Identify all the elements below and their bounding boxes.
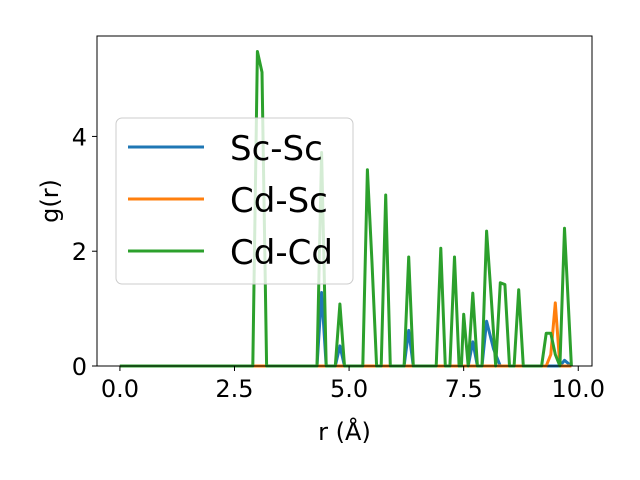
series-line-sc-sc: [119, 291, 573, 368]
x-tick-label: 5.0: [330, 375, 368, 403]
legend-label-cd-cd: Cd-Cd: [230, 233, 333, 273]
legend-box: [115, 117, 354, 285]
legend: Sc-Sc Cd-Sc Cd-Cd: [115, 117, 354, 285]
x-tick-label: 10.0: [552, 375, 605, 403]
x-tick-label: 7.5: [445, 375, 483, 403]
y-axis-ticks: 0 2 4: [72, 123, 97, 381]
y-axis-label: g(r): [36, 179, 64, 223]
series-line-cd-sc: [119, 301, 572, 368]
x-tick-label: 2.5: [215, 375, 253, 403]
y-tick-label: 0: [72, 353, 87, 381]
x-tick-label: 0.0: [101, 375, 139, 403]
axes-frame: [96, 35, 593, 367]
y-tick-label: 2: [72, 238, 87, 266]
y-tick-label: 4: [72, 123, 87, 151]
legend-label-sc-sc: Sc-Sc: [230, 129, 323, 169]
x-axis-label: r (Å): [318, 417, 371, 446]
x-axis-ticks: 0.0 2.5 5.0 7.5 10.0: [101, 366, 605, 403]
legend-label-cd-sc: Cd-Sc: [230, 181, 328, 221]
